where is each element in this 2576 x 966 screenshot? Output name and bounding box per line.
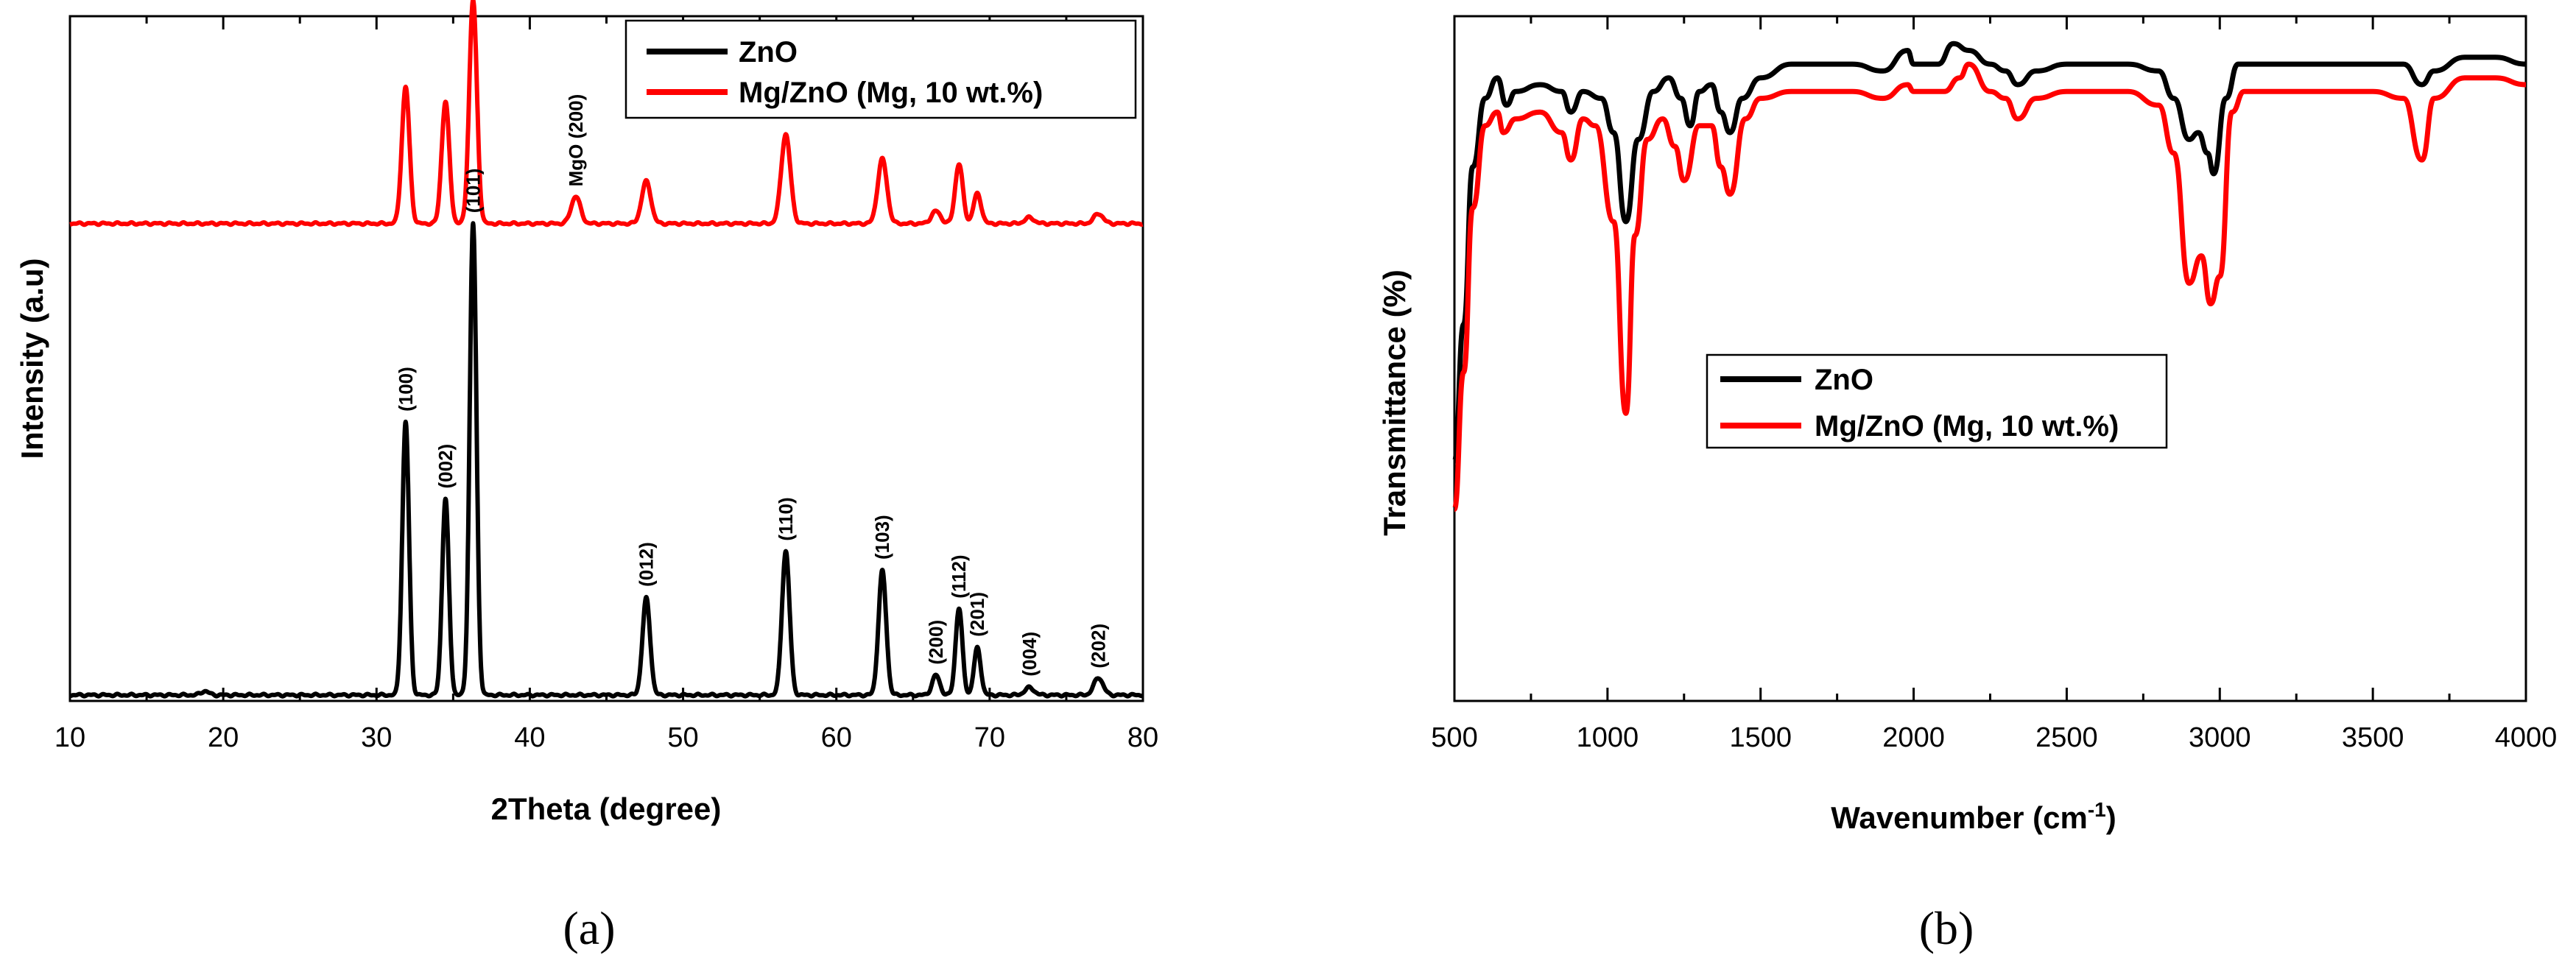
xrd-peak-label: (103) bbox=[871, 515, 893, 560]
ftir-x-tick-label: 2500 bbox=[2035, 722, 2098, 753]
xrd-legend: ZnO Mg/ZnO (Mg, 10 wt.%) bbox=[624, 19, 1137, 119]
ftir-series-line-zno bbox=[1451, 40, 2527, 464]
xrd-x-tick-label: 50 bbox=[667, 722, 698, 753]
xrd-series-group bbox=[68, 0, 1145, 699]
xrd-x-tick-label: 40 bbox=[514, 722, 545, 753]
xrd-peak-label: (002) bbox=[434, 444, 457, 489]
xrd-peak-labels: (100) (002) (101) (012) (110) (103) (200)(112)… bbox=[395, 94, 1110, 677]
xrd-x-ticks: 10 20 30 40 50 60 70 80 bbox=[54, 16, 1158, 753]
ftir-x-ticks: 500 1000 1500 2000 2500 3000 3500 4000 bbox=[1431, 16, 2557, 753]
xrd-peak-label: (100) bbox=[395, 367, 417, 412]
xrd-peak-label: MgO (200) bbox=[565, 94, 587, 187]
xrd-peak-label: (200) bbox=[925, 620, 947, 665]
xrd-peak-label: (110) bbox=[775, 497, 797, 540]
xrd-peak-label: (202) bbox=[1088, 624, 1110, 669]
xrd-caption: (a) bbox=[563, 902, 615, 954]
xrd-peak-label: (012) bbox=[636, 542, 658, 587]
ftir-legend: ZnO Mg/ZnO (Mg, 10 wt.%) bbox=[1706, 353, 2168, 449]
ftir-series-line-mgzno bbox=[1451, 61, 2527, 512]
ftir-x-tick-label: 1500 bbox=[1729, 722, 1792, 753]
ftir-x-tick-label: 3000 bbox=[2189, 722, 2251, 753]
xrd-panel: 10 20 30 40 50 60 70 80 (100) (002) (101) (012) (11… bbox=[15, 0, 1158, 954]
ftir-x-tick-label: 500 bbox=[1431, 722, 1477, 753]
xrd-series-line-zno bbox=[68, 221, 1145, 699]
ftir-legend-box bbox=[1706, 353, 2168, 449]
xrd-y-axis-title: Intensity (a.u) bbox=[15, 258, 49, 459]
xrd-x-tick-label: 70 bbox=[974, 722, 1005, 753]
xrd-x-axis-title: 2Theta (degree) bbox=[491, 792, 722, 826]
ftir-x-axis-title-sup: -1 bbox=[2088, 798, 2106, 821]
xrd-legend-label-zno: ZnO bbox=[739, 36, 798, 68]
xrd-peak-label: (201) bbox=[966, 592, 988, 637]
ftir-x-tick-label: 2000 bbox=[1882, 722, 1945, 753]
ftir-panel: 500 1000 1500 2000 2500 3000 3500 4000 Wavenumb… bbox=[1377, 15, 2557, 954]
ftir-legend-label-zno: ZnO bbox=[1815, 364, 1873, 396]
ftir-x-tick-label: 4000 bbox=[2495, 722, 2558, 753]
xrd-series-line-mgzno bbox=[68, 0, 1145, 228]
xrd-peak-label: (004) bbox=[1018, 632, 1041, 677]
ftir-x-tick-label: 3500 bbox=[2342, 722, 2404, 753]
xrd-x-tick-label: 60 bbox=[821, 722, 852, 753]
ftir-legend-label-mgzno: Mg/ZnO (Mg, 10 wt.%) bbox=[1815, 410, 2119, 443]
ftir-x-axis-title-end: ) bbox=[2106, 800, 2116, 835]
xrd-x-tick-label: 30 bbox=[361, 722, 392, 753]
ftir-caption: (b) bbox=[1919, 902, 1974, 954]
xrd-x-tick-label: 80 bbox=[1127, 722, 1158, 753]
xrd-x-tick-label: 10 bbox=[54, 722, 85, 753]
xrd-legend-label-mgzno: Mg/ZnO (Mg, 10 wt.%) bbox=[739, 77, 1043, 109]
ftir-x-axis-title: Wavenumber (cm-1) bbox=[1831, 798, 2116, 835]
ftir-series-group bbox=[1451, 40, 2527, 512]
ftir-x-tick-label: 1000 bbox=[1577, 722, 1639, 753]
xrd-x-tick-label: 20 bbox=[208, 722, 239, 753]
xrd-peak-label: (112) bbox=[948, 554, 970, 598]
xrd-legend-box bbox=[624, 19, 1137, 119]
ftir-x-axis-title-main: Wavenumber (cm bbox=[1831, 800, 2088, 835]
xrd-peak-label: (101) bbox=[462, 169, 484, 214]
ftir-y-axis-title: Transmittance (%) bbox=[1377, 269, 1412, 536]
